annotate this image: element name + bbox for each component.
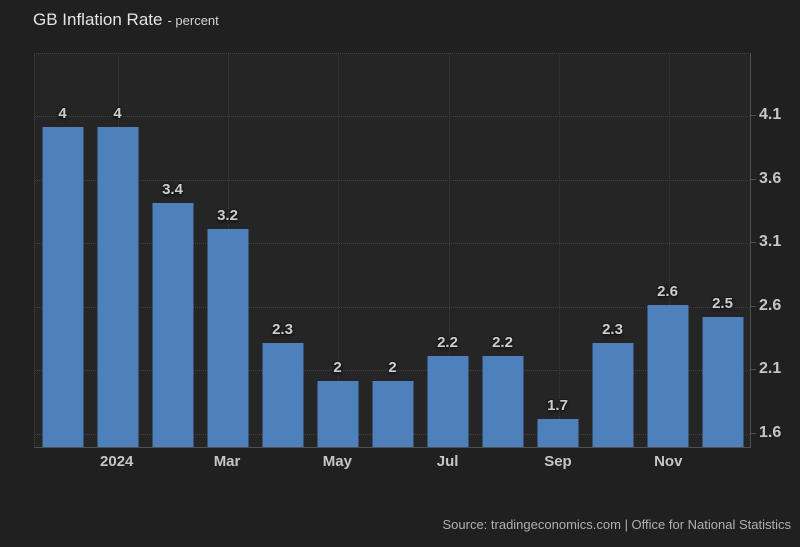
bar-slot: 4 <box>35 54 90 447</box>
bar-slot: 2.2 <box>475 54 530 447</box>
bar-value-label: 1.7 <box>547 397 568 415</box>
bar-slot: 2.2 <box>420 54 475 447</box>
y-tick-label: 2.1 <box>759 360 782 378</box>
x-tick-label: 2024 <box>100 453 134 470</box>
chart-title-unit: - percent <box>167 13 219 28</box>
y-axis-tick-mark <box>751 305 756 307</box>
chart-title: GB Inflation Rate - percent <box>33 10 219 30</box>
bar[interactable] <box>152 203 193 447</box>
source-attribution: Source: tradingeconomics.com | Office fo… <box>442 517 791 532</box>
v-gridline <box>448 54 450 447</box>
h-gridline <box>35 179 750 181</box>
bar[interactable] <box>262 342 303 447</box>
y-axis-tick-mark <box>751 178 756 180</box>
y-tick-label: 2.6 <box>759 296 782 314</box>
x-tick-label: Jul <box>436 453 459 470</box>
bar-slot: 3.2 <box>200 54 255 447</box>
bar[interactable] <box>42 126 83 447</box>
bar-slot: 1.7 <box>530 54 585 447</box>
bar-value-label: 2.2 <box>492 333 513 351</box>
bar-slot: 4 <box>90 54 145 447</box>
bar-value-label: 2.6 <box>657 282 678 300</box>
y-axis-tick-mark <box>751 369 756 371</box>
y-tick-label: 1.6 <box>759 423 782 441</box>
bar-value-label: 4 <box>113 104 122 122</box>
x-tick-label: Mar <box>213 453 241 470</box>
x-tick-label: Nov <box>654 453 683 470</box>
bar-slot: 2 <box>365 54 420 447</box>
y-tick-label: 3.6 <box>759 169 782 187</box>
bar-value-label: 2.3 <box>602 320 623 338</box>
bar-value-label: 2 <box>333 358 342 376</box>
plot-area: 4 4 3.4 3.2 2.3 2 2 2.2 2.2 1.7 2.3 2.6 2.5 <box>34 53 751 448</box>
bar-slot: 2.3 <box>585 54 640 447</box>
bar[interactable] <box>702 317 743 447</box>
bar-value-label: 4 <box>58 104 67 122</box>
bar[interactable] <box>372 380 413 447</box>
bar[interactable] <box>537 419 578 447</box>
bar[interactable] <box>647 304 688 447</box>
x-tick-label: May <box>322 453 352 470</box>
bar-slot: 3.4 <box>145 54 200 447</box>
h-gridline <box>35 306 750 308</box>
bar-slot: 2.5 <box>695 54 750 447</box>
bar[interactable] <box>427 355 468 447</box>
chart-title-main: GB Inflation Rate <box>33 10 163 29</box>
bar-value-label: 2.3 <box>272 320 293 338</box>
y-axis-tick-mark <box>751 115 756 117</box>
h-gridline <box>35 370 750 372</box>
bar-slot: 2 <box>310 54 365 447</box>
y-axis-tick-mark <box>751 432 756 434</box>
y-tick-label: 4.1 <box>759 106 782 124</box>
v-gridline <box>338 54 340 447</box>
v-gridline <box>669 54 671 447</box>
h-gridline <box>35 116 750 118</box>
y-axis-tick-mark <box>751 242 756 244</box>
bar[interactable] <box>97 126 138 447</box>
h-gridline <box>35 243 750 245</box>
bar-slot: 2.6 <box>640 54 695 447</box>
bars-layer: 4 4 3.4 3.2 2.3 2 2 2.2 2.2 1.7 2.3 2.6 2.5 <box>35 54 750 447</box>
bar[interactable] <box>482 355 523 447</box>
y-tick-label: 3.1 <box>759 233 782 251</box>
bar[interactable] <box>317 380 358 447</box>
x-tick-label: Sep <box>544 453 572 470</box>
v-gridline <box>558 54 560 447</box>
bar-value-label: 3.2 <box>217 206 238 224</box>
bar-value-label: 2.2 <box>437 333 458 351</box>
bar[interactable] <box>207 228 248 447</box>
bar-slot: 2.3 <box>255 54 310 447</box>
bar-value-label: 2.5 <box>712 295 733 313</box>
bar-value-label: 2 <box>388 358 397 376</box>
bar[interactable] <box>592 342 633 447</box>
bar-value-label: 3.4 <box>162 181 183 199</box>
